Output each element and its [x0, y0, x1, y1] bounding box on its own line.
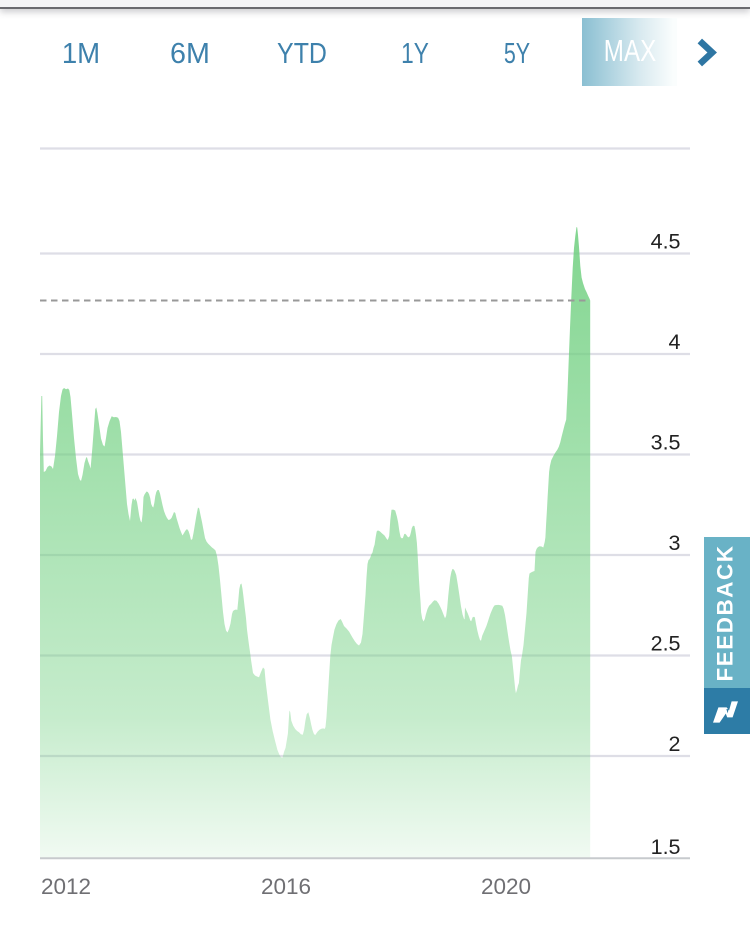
svg-text:2012: 2012: [41, 874, 91, 899]
svg-text:2020: 2020: [481, 874, 531, 899]
svg-text:1.5: 1.5: [651, 835, 681, 859]
svg-text:3: 3: [669, 531, 681, 555]
svg-text:3.5: 3.5: [651, 431, 681, 455]
svg-text:2016: 2016: [261, 874, 311, 899]
svg-text:2: 2: [669, 732, 681, 756]
svg-text:4.5: 4.5: [651, 230, 681, 254]
svg-text:4: 4: [669, 330, 681, 354]
svg-text:2.5: 2.5: [651, 632, 681, 656]
